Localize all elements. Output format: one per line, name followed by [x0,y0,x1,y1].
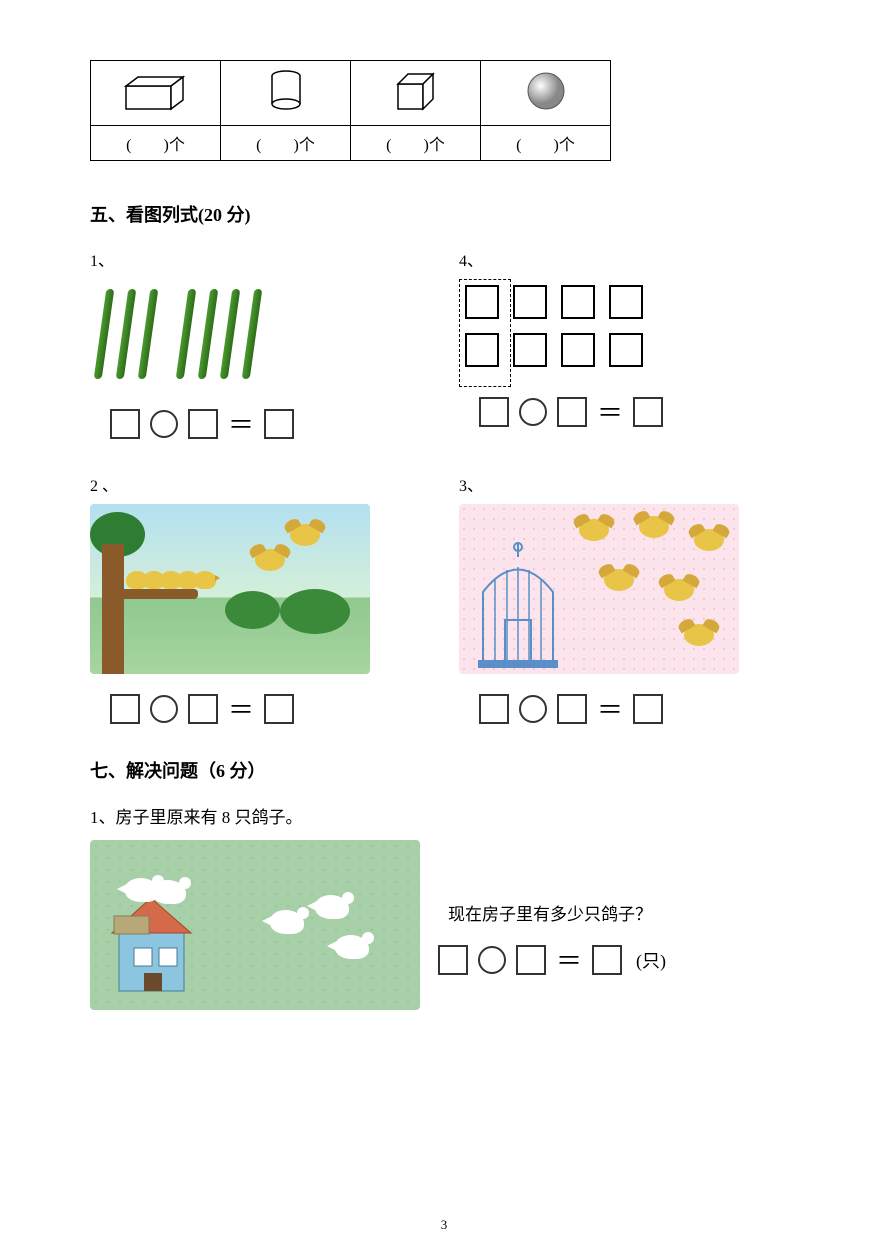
birds-on-branch-illustration [90,504,370,674]
equation-q1[interactable]: ＝ (只) [438,941,798,978]
problem-1-num: 1、 [90,247,429,271]
eq-box[interactable] [592,945,622,975]
equals-sign: ＝ [228,405,254,442]
bird-on-branch [194,571,216,589]
problem-3: 3、 ＝ [459,472,798,727]
eq-box[interactable] [264,409,294,439]
eq-box[interactable] [479,397,509,427]
count-label-3[interactable]: ( )个 [351,126,481,161]
stick [176,289,197,379]
square [513,285,547,319]
sphere-cell [481,61,611,126]
square [561,333,595,367]
equals-sign: ＝ [597,393,623,430]
bush [280,589,350,634]
birdcage-icon [473,542,563,672]
count-label-2[interactable]: ( )个 [221,126,351,161]
stick [220,289,241,379]
branch [118,589,198,599]
eq-circle[interactable] [150,410,178,438]
dove-on-house [152,880,186,904]
count-label-1[interactable]: ( )个 [91,126,221,161]
stick [242,289,263,379]
square [513,333,547,367]
equation-1[interactable]: ＝ [90,405,429,442]
cuboid-cell [91,61,221,126]
cylinder-cell [221,61,351,126]
q1-question: 现在房子里有多少只鸽子？ [438,900,798,925]
cylinder-icon [261,66,311,116]
section-5-title: 五、看图列式(20 分) [90,201,798,227]
eq-box[interactable] [110,409,140,439]
tree-trunk [102,544,124,674]
q1-right-column: 现在房子里有多少只鸽子？ ＝ (只) [438,840,798,978]
equals-sign: ＝ [228,690,254,727]
problems-row-2: 2 、 ＝ 3、 [90,472,798,727]
flying-bird [639,516,669,538]
sticks-illustration [90,279,429,389]
cuboid-icon [116,71,196,111]
flying-bird [290,524,320,546]
flying-bird [604,569,634,591]
eq-box[interactable] [633,694,663,724]
page-number: 3 [441,1217,448,1233]
flying-bird [255,549,285,571]
equation-4[interactable]: ＝ [459,393,798,430]
unit-suffix: (只) [636,947,666,973]
eq-circle[interactable] [150,695,178,723]
eq-box[interactable] [557,694,587,724]
problems-row-1: 1、 ＝ 4、 ＝ [90,247,798,442]
flying-bird [694,529,724,551]
birdcage-illustration [459,504,739,674]
shape-count-table: ( )个 ( )个 ( )个 ( )个 [90,60,611,161]
eq-circle[interactable] [519,398,547,426]
flying-dove [315,895,349,919]
problem-3-num: 3、 [459,472,798,496]
squares-illustration [459,279,798,377]
eq-box[interactable] [264,694,294,724]
flying-dove [270,910,304,934]
problem-2-num: 2 、 [90,472,429,496]
dove-house-illustration [90,840,420,1010]
cube-cell [351,61,481,126]
section-7-title: 七、解决问题（6 分） [90,757,798,783]
equals-sign: ＝ [556,941,582,978]
eq-circle[interactable] [478,946,506,974]
count-label-4[interactable]: ( )个 [481,126,611,161]
problem-1: 1、 ＝ [90,247,429,442]
stick [94,289,115,379]
equation-3[interactable]: ＝ [459,690,798,727]
square [561,285,595,319]
eq-box[interactable] [110,694,140,724]
eq-box[interactable] [438,945,468,975]
stick [198,289,219,379]
cube-icon [388,66,443,116]
eq-box[interactable] [188,409,218,439]
sphere-icon [521,66,571,116]
problem-2: 2 、 ＝ [90,472,429,727]
dashed-box [459,279,511,387]
problem-4-num: 4、 [459,247,798,271]
eq-box[interactable] [633,397,663,427]
eq-circle[interactable] [519,695,547,723]
stick [116,289,137,379]
eq-box[interactable] [516,945,546,975]
equals-sign: ＝ [597,690,623,727]
q1-text: 1、房子里原来有 8 只鸽子。 [90,803,798,828]
square [609,333,643,367]
bush [225,591,280,629]
eq-box[interactable] [479,694,509,724]
eq-box[interactable] [557,397,587,427]
eq-box[interactable] [188,694,218,724]
square [609,285,643,319]
flying-bird [664,579,694,601]
equation-2[interactable]: ＝ [90,690,429,727]
q1-layout: 现在房子里有多少只鸽子？ ＝ (只) [90,840,798,1010]
flying-dove [335,935,369,959]
flying-bird [579,519,609,541]
stick [138,289,159,379]
problem-4: 4、 ＝ [459,247,798,442]
flying-bird [684,624,714,646]
